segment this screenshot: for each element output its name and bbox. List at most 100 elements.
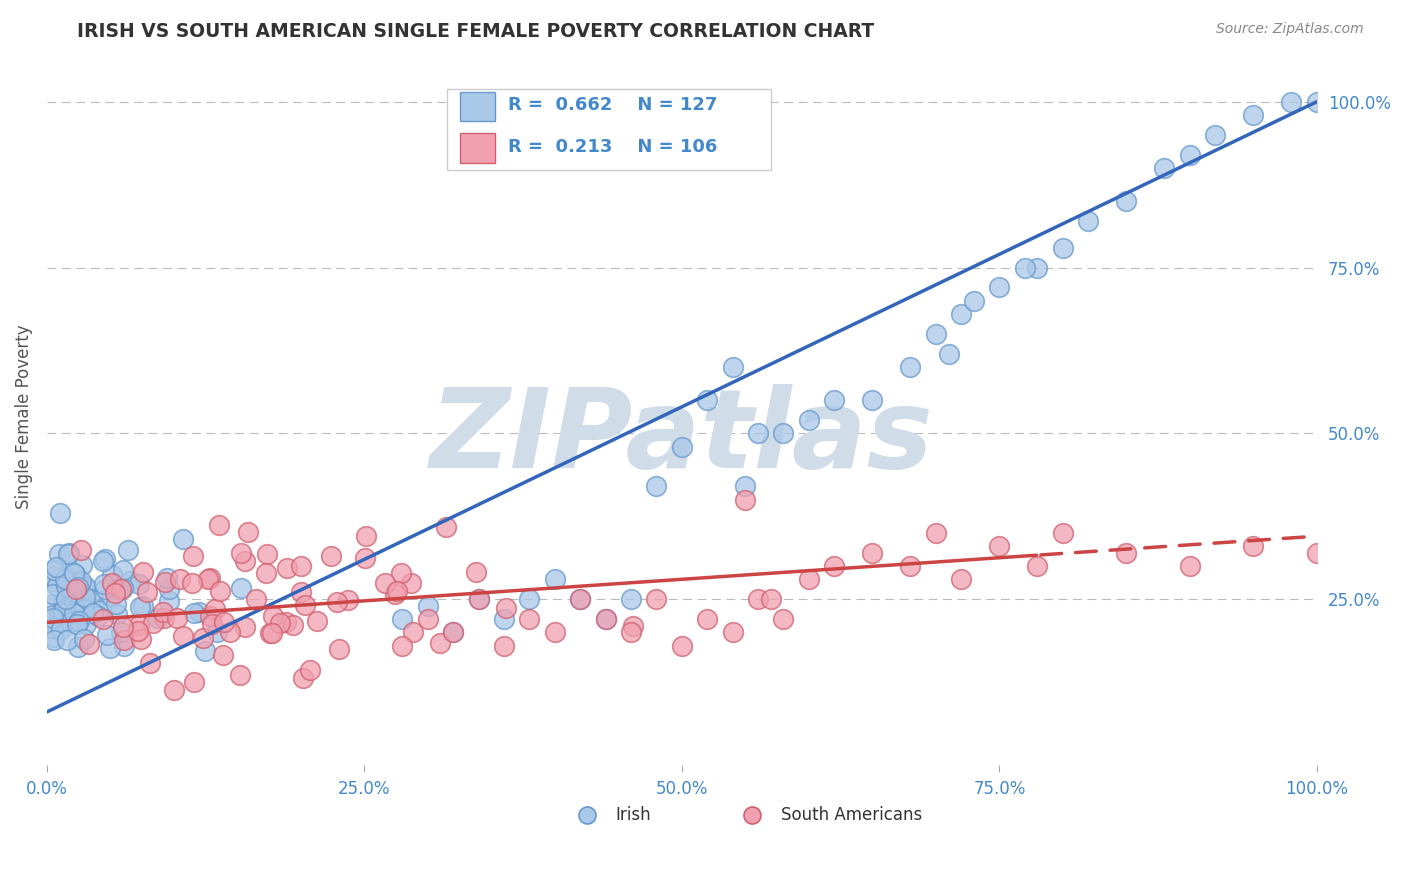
Point <box>645 479 668 493</box>
Point <box>336 592 359 607</box>
Point <box>938 347 960 361</box>
Point <box>197 572 219 586</box>
Point <box>797 413 820 427</box>
Point <box>925 525 948 540</box>
Text: ZIPatlas: ZIPatlas <box>430 384 934 491</box>
Point <box>73 590 96 604</box>
Point <box>135 585 157 599</box>
Point <box>274 615 297 630</box>
Point <box>42 587 65 601</box>
Point <box>112 632 135 647</box>
FancyBboxPatch shape <box>447 89 770 169</box>
Point <box>494 612 516 626</box>
Point <box>48 610 70 624</box>
Point <box>104 582 127 597</box>
Point <box>544 572 567 586</box>
Point <box>860 546 883 560</box>
Point <box>66 609 89 624</box>
Point <box>759 592 782 607</box>
Point <box>139 656 162 670</box>
Point <box>66 616 89 631</box>
Point <box>1204 128 1226 142</box>
Point <box>950 572 973 586</box>
Point <box>42 621 65 635</box>
Point <box>595 612 617 626</box>
Point <box>269 615 291 630</box>
Point <box>495 601 517 615</box>
Point <box>117 542 139 557</box>
Point <box>70 604 93 618</box>
Point <box>79 591 101 606</box>
Point <box>233 620 256 634</box>
Point <box>321 549 343 564</box>
Point <box>65 574 87 589</box>
Point <box>416 599 439 613</box>
Point <box>328 642 350 657</box>
Point <box>112 563 135 577</box>
Point <box>56 633 79 648</box>
Point <box>621 619 644 633</box>
Point <box>55 591 77 606</box>
Point <box>93 551 115 566</box>
Point <box>142 615 165 630</box>
Point <box>157 582 180 596</box>
Y-axis label: Single Female Poverty: Single Female Poverty <box>15 325 32 509</box>
Point <box>42 574 65 589</box>
Point <box>69 584 91 599</box>
Point <box>1052 241 1074 255</box>
Point <box>205 625 228 640</box>
Point <box>93 576 115 591</box>
Point <box>595 612 617 626</box>
Point <box>988 539 1011 553</box>
Point <box>67 640 90 654</box>
Point <box>416 612 439 626</box>
Point <box>200 609 222 624</box>
Point <box>42 611 65 625</box>
Point <box>172 533 194 547</box>
Point <box>191 632 214 646</box>
Point <box>90 602 112 616</box>
Point <box>207 518 229 533</box>
Point <box>925 326 948 341</box>
Point <box>734 479 756 493</box>
Point <box>93 612 115 626</box>
Point <box>1026 559 1049 574</box>
Point <box>256 548 278 562</box>
Point <box>49 622 72 636</box>
Point <box>101 576 124 591</box>
Point <box>128 617 150 632</box>
Point <box>157 594 180 608</box>
Point <box>374 576 396 591</box>
Point <box>59 599 82 614</box>
Point <box>59 564 82 578</box>
Point <box>1153 161 1175 175</box>
Point <box>772 426 794 441</box>
Point <box>204 602 226 616</box>
Point <box>87 608 110 623</box>
Point <box>1014 260 1036 275</box>
Point <box>259 626 281 640</box>
Point <box>67 588 90 602</box>
Point <box>58 546 80 560</box>
Point <box>55 579 77 593</box>
Point <box>1178 559 1201 574</box>
Point <box>181 549 204 564</box>
Point <box>747 592 769 607</box>
Bar <box>460 92 495 120</box>
Point <box>166 610 188 624</box>
Point <box>229 667 252 681</box>
Point <box>55 587 77 601</box>
Point <box>291 671 314 685</box>
Point <box>75 616 97 631</box>
Point <box>53 592 76 607</box>
Point <box>49 615 72 629</box>
Point <box>63 606 86 620</box>
Point <box>734 492 756 507</box>
Point <box>70 558 93 572</box>
Point <box>950 307 973 321</box>
Point <box>67 580 90 594</box>
Point <box>63 584 86 599</box>
Point <box>385 584 408 599</box>
Point <box>1178 147 1201 161</box>
Point <box>118 574 141 589</box>
